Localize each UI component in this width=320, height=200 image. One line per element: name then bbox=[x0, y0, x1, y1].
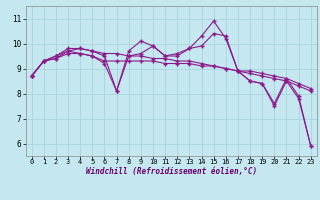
X-axis label: Windchill (Refroidissement éolien,°C): Windchill (Refroidissement éolien,°C) bbox=[86, 167, 257, 176]
